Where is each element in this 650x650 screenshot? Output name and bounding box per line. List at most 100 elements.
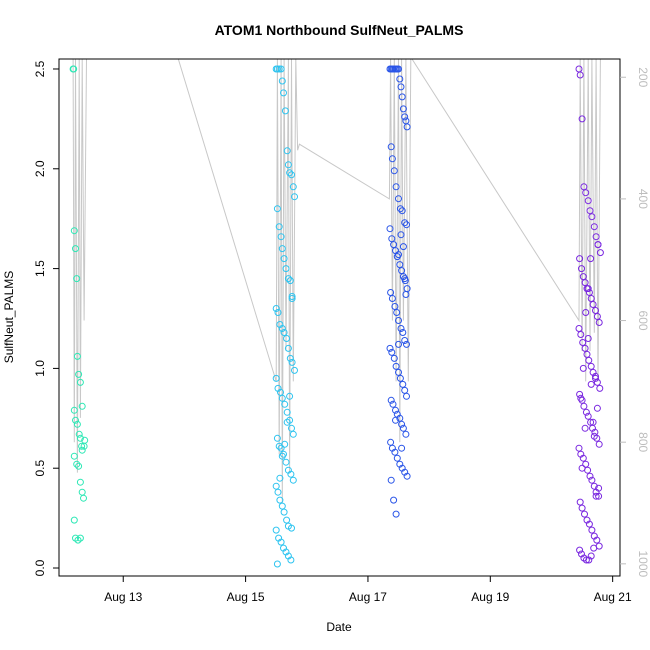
data-point: [278, 245, 286, 253]
data-point: [288, 295, 296, 302]
data-point: [397, 83, 405, 91]
data-point: [397, 325, 405, 332]
data-point: [284, 344, 292, 352]
data-point: [288, 171, 295, 179]
y-tick-label: 0.0: [33, 559, 47, 576]
data-point: [589, 301, 597, 308]
data-point: [595, 484, 603, 492]
data-point: [398, 420, 406, 428]
data-point: [593, 404, 601, 412]
data-point: [286, 169, 294, 177]
data-point: [595, 440, 603, 448]
data-point: [587, 362, 595, 370]
data-point: [284, 161, 292, 169]
y-tick-label: 2.5: [33, 60, 47, 77]
y-axis-left: 0.0 0.5 1.0 1.5 2.0 2.5: [33, 60, 59, 576]
data-point: [587, 552, 595, 560]
data-point: [75, 462, 83, 470]
data-point: [70, 406, 78, 414]
data-point: [278, 452, 286, 460]
data-point: [578, 464, 586, 472]
data-point: [592, 233, 600, 241]
data-point: [390, 354, 398, 362]
data-point: [282, 458, 290, 466]
data-point: [593, 536, 601, 544]
data-point: [397, 231, 405, 239]
data-point: [396, 75, 404, 83]
data-point: [575, 65, 583, 73]
data-point: [588, 476, 596, 484]
data-point: [281, 440, 289, 448]
data-point: [578, 265, 585, 273]
data-point: [273, 205, 281, 213]
data-point: [282, 265, 290, 273]
data-point: [289, 430, 297, 438]
data-point: [396, 261, 404, 269]
data-point: [579, 339, 587, 346]
data-point: [80, 494, 87, 502]
data-point: [70, 227, 78, 235]
data-point: [70, 452, 78, 460]
x-tick-label: Aug 13: [104, 590, 142, 604]
plot-frame: [58, 58, 621, 577]
y2-tick-label: 800: [636, 432, 650, 452]
data-point: [291, 193, 298, 201]
data-point: [75, 430, 83, 438]
data-point: [582, 460, 590, 468]
data-point: [582, 408, 590, 416]
data-point: [403, 340, 410, 348]
data-point: [399, 380, 407, 388]
data-point: [274, 488, 282, 496]
data-point: [401, 386, 409, 394]
data-point: [75, 370, 83, 378]
y2-tick-label: 600: [636, 311, 650, 331]
data-point: [283, 408, 291, 416]
series-2: [272, 65, 298, 568]
data-point: [288, 524, 295, 532]
data-point: [395, 340, 402, 348]
data-point: [585, 520, 593, 528]
altitude-track-line: [72, 58, 601, 504]
series-4: [575, 65, 604, 564]
y2-tick-label: 200: [636, 67, 650, 87]
data-point: [576, 390, 584, 398]
data-point: [577, 331, 585, 338]
data-point: [399, 273, 407, 281]
data-point: [399, 105, 407, 113]
data-point: [386, 225, 394, 233]
data-point: [277, 65, 285, 73]
data-point: [590, 432, 598, 440]
data-point: [392, 362, 400, 370]
data-point: [582, 189, 590, 197]
data-point: [272, 482, 280, 490]
data-point: [276, 474, 284, 482]
data-point: [291, 366, 298, 374]
data-point: [284, 275, 292, 283]
y-axis-right: 200 400 600 800 1000: [620, 67, 650, 578]
data-point: [586, 472, 594, 480]
y2-tick-label: 400: [636, 189, 650, 209]
data-point: [403, 392, 410, 400]
data-point: [78, 442, 86, 450]
data-point: [286, 354, 294, 362]
data-point: [592, 372, 599, 380]
data-point: [403, 123, 411, 131]
data-point: [392, 406, 399, 414]
data-point: [398, 207, 406, 215]
data-point: [579, 364, 587, 372]
data-point: [78, 488, 86, 496]
data-point: [403, 221, 410, 229]
data-point: [73, 275, 81, 283]
data-point: [276, 496, 284, 504]
data-point: [283, 418, 291, 426]
data-point: [576, 255, 584, 263]
data-point: [581, 510, 588, 518]
data-point: [281, 107, 289, 115]
data-points-layer: [69, 65, 604, 568]
data-point: [596, 249, 604, 257]
data-point: [581, 344, 589, 352]
y-tick-label: 1.5: [33, 260, 47, 277]
data-point: [401, 337, 409, 344]
data-point: [73, 352, 81, 360]
data-point: [287, 556, 295, 564]
